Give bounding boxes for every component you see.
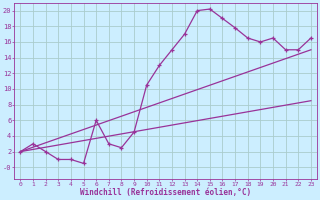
X-axis label: Windchill (Refroidissement éolien,°C): Windchill (Refroidissement éolien,°C) (80, 188, 251, 197)
